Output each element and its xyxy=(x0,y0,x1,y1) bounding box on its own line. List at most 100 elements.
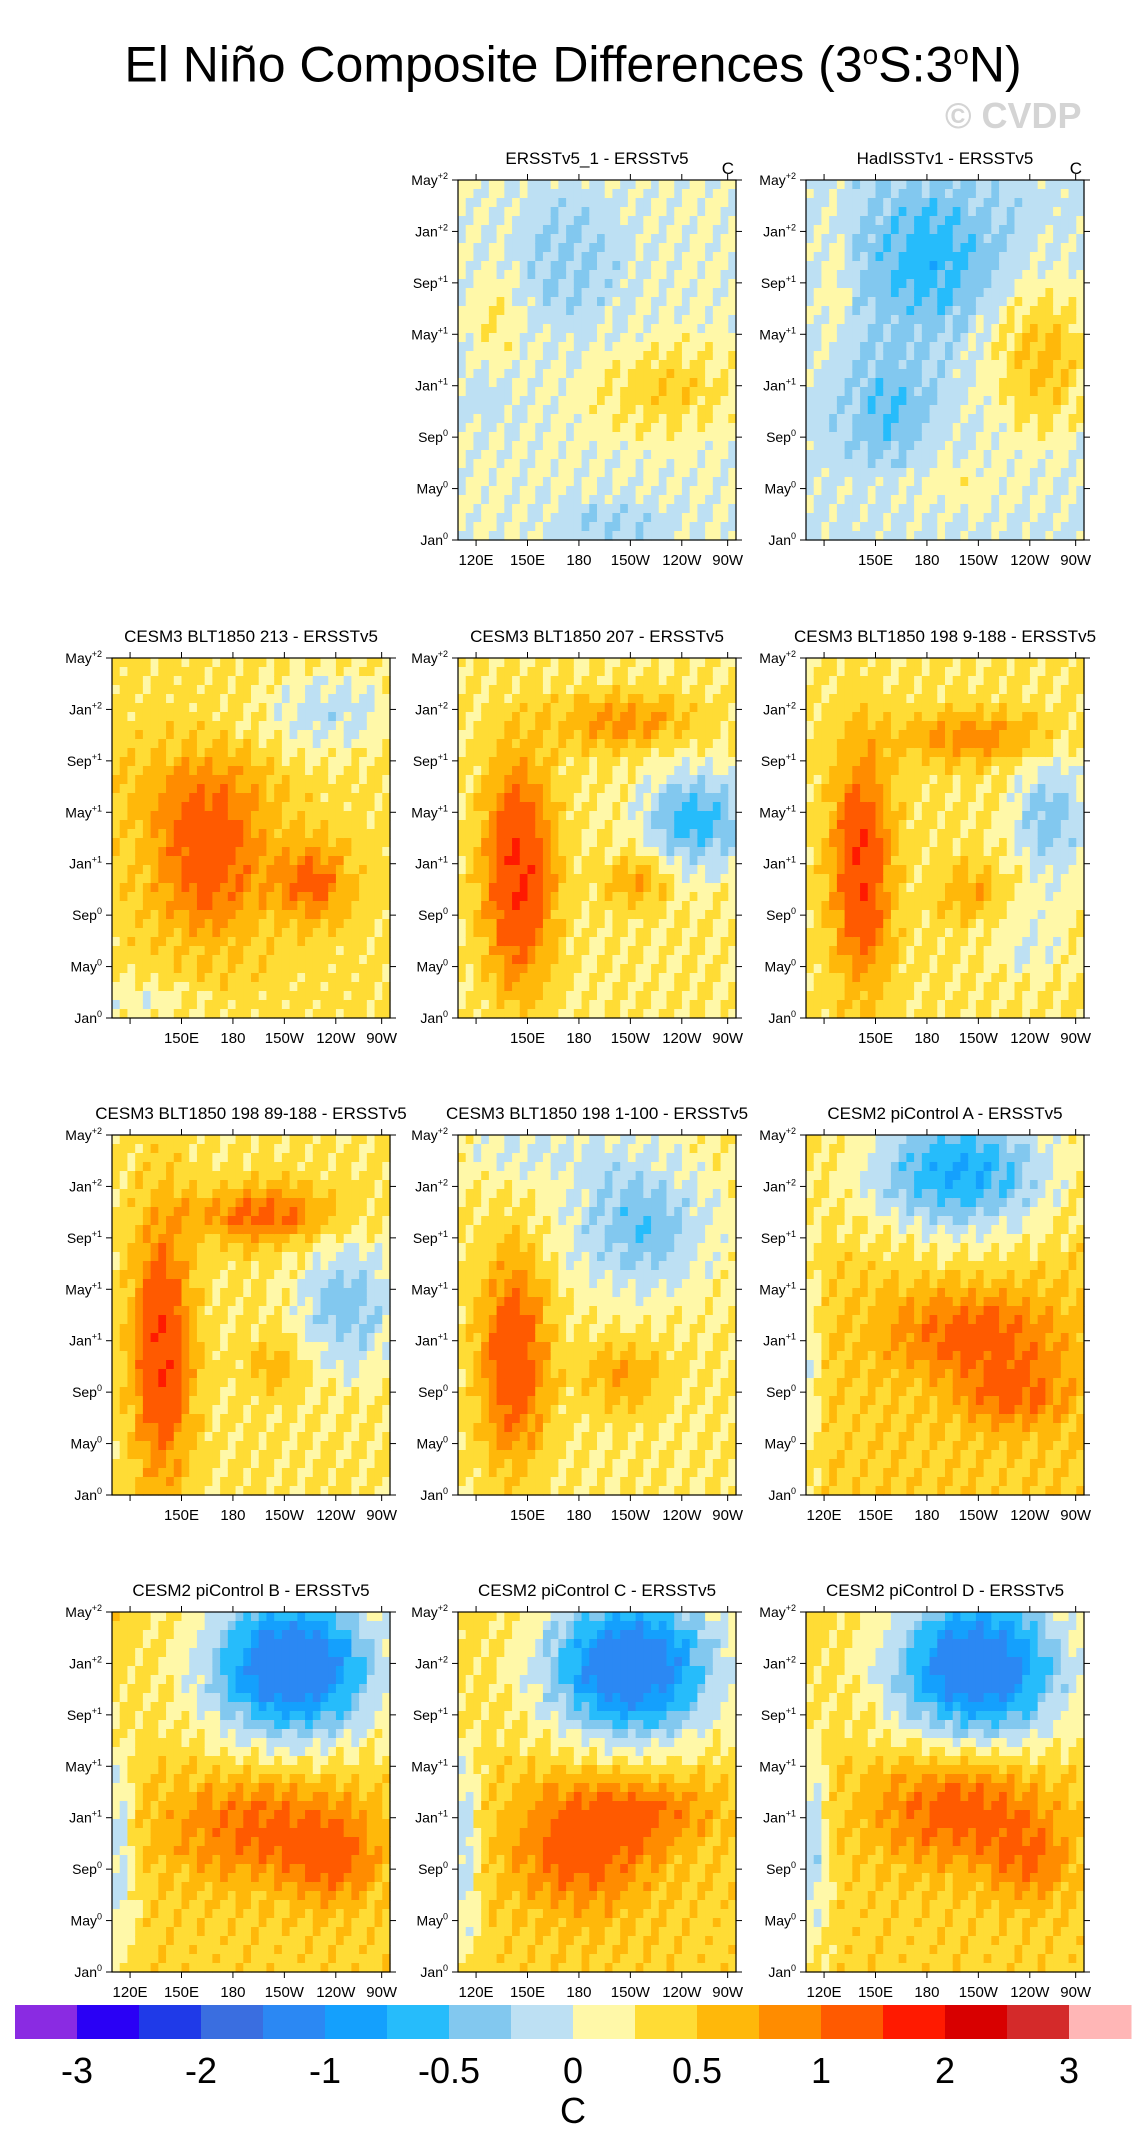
heatmap-cell xyxy=(489,739,497,749)
heatmap-cell xyxy=(589,342,597,352)
heatmap-cell xyxy=(1022,387,1030,397)
heatmap-cell xyxy=(466,829,474,839)
heatmap-cell xyxy=(528,1000,536,1010)
heatmap-cell xyxy=(212,694,220,704)
heatmap-cell xyxy=(643,306,651,316)
heatmap-cell xyxy=(375,991,383,1001)
heatmap-cell xyxy=(845,342,853,352)
heatmap-cell xyxy=(197,811,205,821)
heatmap-cell xyxy=(197,964,205,974)
heatmap-cell xyxy=(512,802,520,812)
heatmap-cell xyxy=(520,360,528,370)
heatmap-cell xyxy=(891,522,899,532)
heatmap-cell xyxy=(999,432,1007,442)
heatmap-cell xyxy=(466,820,474,830)
heatmap-cell xyxy=(914,387,922,397)
heatmap-cell xyxy=(259,964,267,974)
heatmap-cell xyxy=(290,928,298,938)
heatmap-cell xyxy=(535,198,543,208)
heatmap-cell xyxy=(158,910,166,920)
heatmap-cell xyxy=(906,369,914,379)
heatmap-cell xyxy=(620,387,628,397)
heatmap-cell xyxy=(1022,261,1030,271)
heatmap-cell xyxy=(473,928,481,938)
heatmap-cell xyxy=(466,396,474,406)
heatmap-cell xyxy=(359,811,367,821)
heatmap-cell xyxy=(504,991,512,1001)
heatmap-cell xyxy=(551,910,559,920)
heatmap-cell xyxy=(497,252,505,262)
heatmap-cell xyxy=(497,351,505,361)
heatmap-cell xyxy=(359,1009,367,1019)
heatmap-cell xyxy=(158,739,166,749)
heatmap-cell xyxy=(274,802,282,812)
heatmap-cell xyxy=(504,261,512,271)
heatmap-cell xyxy=(721,522,729,532)
heatmap-cell xyxy=(336,739,344,749)
heatmap-cell xyxy=(999,225,1007,235)
heatmap-cell xyxy=(551,784,559,794)
heatmap-cell xyxy=(636,477,644,487)
heatmap-cell xyxy=(321,766,329,776)
heatmap-cell xyxy=(860,216,868,226)
heatmap-cell xyxy=(351,910,359,920)
heatmap-cell xyxy=(458,847,466,857)
heatmap-cell xyxy=(535,784,543,794)
heatmap-cell xyxy=(574,405,582,415)
heatmap-cell xyxy=(305,937,313,947)
heatmap-cell xyxy=(945,288,953,298)
heatmap-cell xyxy=(945,216,953,226)
heatmap-cell xyxy=(705,333,713,343)
heatmap-cell xyxy=(328,721,336,731)
heatmap-cell xyxy=(984,297,992,307)
heatmap-cell xyxy=(566,234,574,244)
heatmap-cell xyxy=(713,189,721,199)
heatmap-cell xyxy=(520,775,528,785)
heatmap-cell xyxy=(984,252,992,262)
heatmap-cell xyxy=(367,685,375,695)
heatmap-cell xyxy=(243,721,251,731)
heatmap-cell xyxy=(845,315,853,325)
heatmap-cell xyxy=(814,252,822,262)
heatmap-cell xyxy=(899,423,907,433)
heatmap-cell xyxy=(344,892,352,902)
heatmap-cell xyxy=(535,351,543,361)
heatmap-cell xyxy=(697,198,705,208)
heatmap-cell xyxy=(566,459,574,469)
heatmap-cell xyxy=(520,459,528,469)
heatmap-cell xyxy=(535,910,543,920)
heatmap-cell xyxy=(582,351,590,361)
heatmap-cell xyxy=(274,694,282,704)
heatmap-cell xyxy=(528,757,536,767)
heatmap-cell xyxy=(174,712,182,722)
heatmap-cell xyxy=(512,919,520,929)
heatmap-cell xyxy=(659,405,667,415)
heatmap-cell xyxy=(945,513,953,523)
heatmap-cell xyxy=(321,955,329,965)
heatmap-cell xyxy=(305,775,313,785)
heatmap-cell xyxy=(367,856,375,866)
heatmap-cell xyxy=(243,811,251,821)
heatmap-cell xyxy=(535,180,543,190)
heatmap-cell xyxy=(930,513,938,523)
heatmap-cell xyxy=(151,892,159,902)
heatmap-cell xyxy=(837,297,845,307)
heatmap-cell xyxy=(243,730,251,740)
heatmap-cell xyxy=(282,730,290,740)
heatmap-cell xyxy=(259,703,267,713)
heatmap-cell xyxy=(551,387,559,397)
heatmap-cell xyxy=(512,928,520,938)
heatmap-cell xyxy=(174,901,182,911)
heatmap-cell xyxy=(620,486,628,496)
heatmap-cell xyxy=(497,414,505,424)
heatmap-cell xyxy=(1007,315,1015,325)
heatmap-cell xyxy=(328,946,336,956)
heatmap-cell xyxy=(473,369,481,379)
heatmap-cell xyxy=(473,982,481,992)
heatmap-cell xyxy=(382,937,390,947)
heatmap-cell xyxy=(205,658,213,668)
heatmap-cell xyxy=(321,712,329,722)
heatmap-cell xyxy=(535,387,543,397)
heatmap-cell xyxy=(1007,369,1015,379)
heatmap-cell xyxy=(1022,270,1030,280)
